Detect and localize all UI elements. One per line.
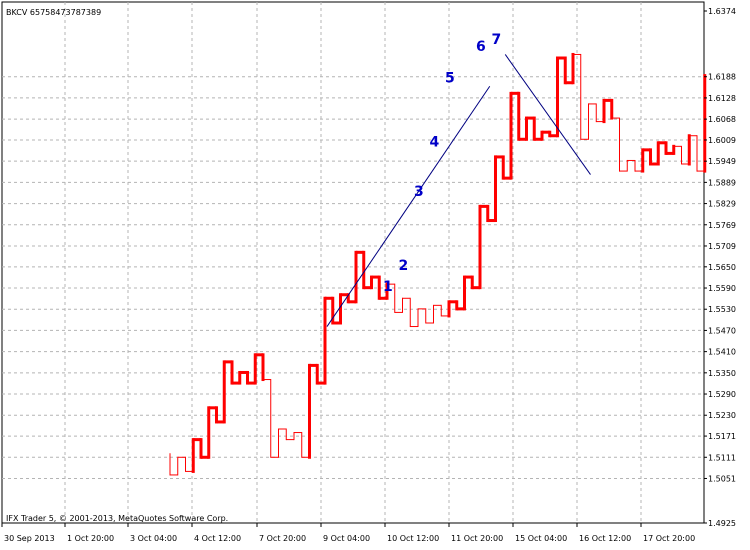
price-tick-label: 1.5829 — [708, 200, 736, 209]
symbol-title: BKCV 65758473787389 — [6, 8, 101, 17]
price-tick-label: 1.5051 — [708, 474, 736, 483]
price-tick-label: 1.6009 — [708, 136, 736, 145]
time-tick-label: 4 Oct 12:00 — [194, 534, 241, 543]
trendlines[interactable] — [326, 54, 591, 327]
price-tick-label: 1.5650 — [708, 263, 736, 272]
trendline-1[interactable] — [504, 54, 591, 175]
price-tick-label: 1.5111 — [708, 453, 736, 462]
price-tick-label: 1.5410 — [708, 348, 736, 357]
time-tick-label: 16 Oct 12:00 — [579, 534, 631, 543]
price-tick-label: 1.5889 — [708, 178, 736, 187]
price-tick-label: 1.5230 — [708, 411, 736, 420]
time-tick-label: 11 Oct 20:00 — [451, 534, 503, 543]
price-tick-label: 1.5350 — [708, 369, 736, 378]
price-tick-label: 1.4925 — [708, 519, 736, 528]
wave-labels: 12 3 4 5 6 7 — [383, 32, 501, 295]
trendline-0[interactable] — [326, 85, 491, 327]
time-tick-label: 3 Oct 04:00 — [130, 534, 177, 543]
wave-label-4: 4 — [430, 134, 440, 150]
time-tick-label: 7 Oct 20:00 — [259, 534, 306, 543]
kagi-series — [169, 52, 707, 476]
price-tick-label: 1.5590 — [708, 284, 736, 293]
price-tick-label: 1.5530 — [708, 305, 736, 314]
wave-label-6: 6 — [476, 39, 486, 55]
wave-label-1: 1 — [383, 279, 393, 295]
wave-label-2: 2 — [399, 258, 409, 274]
price-tick-label: 1.6068 — [708, 115, 736, 124]
time-tick-label: 9 Oct 04:00 — [323, 534, 370, 543]
grid-lines — [2, 2, 704, 523]
price-tick-label: 1.6374 — [708, 7, 736, 16]
wave-label-5: 5 — [445, 71, 455, 87]
price-tick-label: 1.5470 — [708, 326, 736, 335]
time-tick-label: 15 Oct 04:00 — [515, 534, 567, 543]
time-tick-label: 10 Oct 12:00 — [387, 534, 439, 543]
time-axis[interactable]: 30 Sep 2013 1 Oct 20:00 3 Oct 04:00 4 Oct 1… — [1, 523, 695, 543]
time-tick-label: 1 Oct 20:00 — [67, 534, 114, 543]
wave-label-3: 3 — [414, 184, 424, 200]
copyright-text: IFX Trader 5, © 2001-2013, MetaQuotes So… — [6, 514, 228, 523]
plot-border — [1, 1, 705, 524]
time-tick-label: 30 Sep 2013 — [4, 534, 55, 543]
price-tick-label: 1.5290 — [708, 390, 736, 399]
price-tick-label: 1.5709 — [708, 242, 736, 251]
price-tick-label: 1.6188 — [708, 73, 736, 82]
wave-label-7: 7 — [492, 32, 502, 48]
price-tick-label: 1.5171 — [708, 432, 736, 441]
price-tick-label: 1.5949 — [708, 157, 736, 166]
price-tick-label: 1.6128 — [708, 94, 736, 103]
time-tick-label: 17 Oct 20:00 — [643, 534, 695, 543]
price-axis[interactable]: 1.6374 1.6188 1.6128 1.6068 1.6009 1.5949 1.58… — [704, 7, 736, 528]
price-tick-label: 1.5769 — [708, 221, 736, 230]
